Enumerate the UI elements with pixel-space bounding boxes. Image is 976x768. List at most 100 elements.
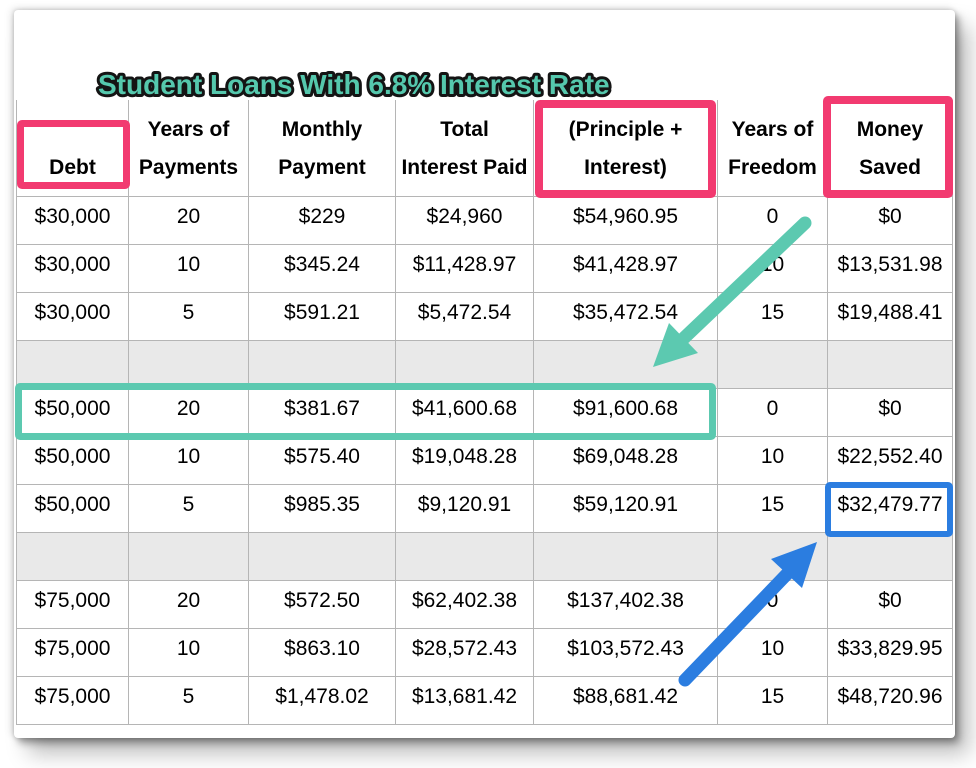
table-cell: 10 (128, 436, 249, 485)
table-cell: 10 (128, 628, 249, 677)
table-cell: 20 (128, 388, 249, 437)
table-cell: $1,478.02 (248, 676, 396, 725)
column-header-money-saved: Money Saved (827, 100, 953, 197)
header-line1 (18, 117, 128, 143)
spacer-cell (16, 532, 129, 581)
table-cell: $75,000 (16, 628, 129, 677)
spacer-cell (717, 532, 828, 581)
loan-table: Debt Years of Payments Monthly Payment T… (16, 100, 953, 725)
header-line1: Years of (731, 118, 814, 141)
header-line1: Monthly (281, 118, 363, 141)
table-cell: $0 (827, 196, 953, 245)
table-cell: $30,000 (16, 196, 129, 245)
table-cell: $91,600.68 (533, 388, 718, 437)
column-header-years-of-payments: Years of Payments (128, 100, 249, 197)
table-cell: 10 (717, 436, 828, 485)
table-cell: 10 (717, 628, 828, 677)
table-row: $30,000 20 $229 $24,960 $54,960.95 0 $0 (16, 196, 953, 245)
table-cell: $33,829.95 (827, 628, 953, 677)
spacer-cell (128, 532, 249, 581)
table-row: $50,000 10 $575.40 $19,048.28 $69,048.28… (16, 436, 953, 485)
table-cell: $50,000 (16, 436, 129, 485)
table-cell: 15 (717, 676, 828, 725)
spacer-cell (16, 340, 129, 389)
table-cell: $59,120.91 (533, 484, 718, 533)
spacer-cell (827, 340, 953, 389)
table-row: $50,000 5 $985.35 $9,120.91 $59,120.91 1… (16, 484, 953, 533)
header-line2: Freedom (728, 156, 817, 179)
header-line2: Interest) (584, 156, 667, 179)
table-cell: 10 (128, 244, 249, 293)
table-cell: $345.24 (248, 244, 396, 293)
table-cell: 0 (717, 196, 828, 245)
spacer-cell (248, 340, 396, 389)
table-cell: $69,048.28 (533, 436, 718, 485)
spacer-cell (395, 532, 534, 581)
table-body: $30,000 20 $229 $24,960 $54,960.95 0 $0 … (16, 196, 953, 725)
table-cell: $381.67 (248, 388, 396, 437)
table-cell: 15 (717, 292, 828, 341)
table-cell: 15 (717, 484, 828, 533)
table-row: $75,000 20 $572.50 $62,402.38 $137,402.3… (16, 580, 953, 629)
table-cell: 5 (128, 292, 249, 341)
table-cell: 10 (717, 244, 828, 293)
table-cell: $24,960 (395, 196, 534, 245)
table-cell: $0 (827, 388, 953, 437)
column-header-debt: Debt (16, 100, 129, 197)
column-header-years-of-freedom: Years of Freedom (717, 100, 828, 197)
table-cell: $28,572.43 (395, 628, 534, 677)
header-line1: Total (440, 118, 489, 141)
table-cell: $54,960.95 (533, 196, 718, 245)
table-header: Debt Years of Payments Monthly Payment T… (16, 100, 953, 197)
header-line2: Payments (138, 156, 239, 179)
header-row: Debt Years of Payments Monthly Payment T… (16, 100, 953, 197)
table-cell: $30,000 (16, 244, 129, 293)
table-cell: $137,402.38 (533, 580, 718, 629)
page-title: Student Loans With 6.8% Interest Rate (98, 69, 610, 100)
table-row-highlighted-teal: $50,000 20 $381.67 $41,600.68 $91,600.68… (16, 388, 953, 437)
table-cell: 5 (128, 484, 249, 533)
table-cell: $863.10 (248, 628, 396, 677)
spacer-cell (395, 340, 534, 389)
table-cell: $62,402.38 (395, 580, 534, 629)
table-row: $30,000 10 $345.24 $11,428.97 $41,428.97… (16, 244, 953, 293)
table-cell: $229 (248, 196, 396, 245)
table-cell: $50,000 (16, 484, 129, 533)
spacer-row (16, 340, 953, 389)
table-cell: $48,720.96 (827, 676, 953, 725)
table-cell: $88,681.42 (533, 676, 718, 725)
spacer-cell (248, 532, 396, 581)
table-cell: $50,000 (16, 388, 129, 437)
table-cell: $985.35 (248, 484, 396, 533)
table-cell: 0 (717, 388, 828, 437)
table-cell: $41,600.68 (395, 388, 534, 437)
table-cell: $13,681.42 (395, 676, 534, 725)
header-line2: Interest Paid (401, 156, 528, 179)
header-line1: (Principle + (568, 118, 683, 141)
table-cell: 5 (128, 676, 249, 725)
column-header-total-interest-paid: Total Interest Paid (395, 100, 534, 197)
table-cell: 20 (128, 580, 249, 629)
table-cell: $572.50 (248, 580, 396, 629)
header-line2: Debt (49, 156, 96, 179)
column-header-monthly-payment: Monthly Payment (248, 100, 396, 197)
table-row: $75,000 5 $1,478.02 $13,681.42 $88,681.4… (16, 676, 953, 725)
header-line1: Money (856, 118, 924, 141)
table-cell: $35,472.54 (533, 292, 718, 341)
table-cell: $11,428.97 (395, 244, 534, 293)
table-cell: $19,048.28 (395, 436, 534, 485)
spacer-cell (827, 532, 953, 581)
table-cell: $591.21 (248, 292, 396, 341)
table-cell: $9,120.91 (395, 484, 534, 533)
header-line2: Payment (278, 156, 366, 179)
header-line2: Saved (859, 156, 921, 179)
column-header-principle-plus-interest: (Principle + Interest) (533, 100, 718, 197)
table-cell: $575.40 (248, 436, 396, 485)
table-cell: 0 (717, 580, 828, 629)
table-cell-highlighted-blue: $32,479.77 (827, 484, 953, 533)
table-cell: $13,531.98 (827, 244, 953, 293)
spacer-cell (717, 340, 828, 389)
spacer-cell (533, 532, 718, 581)
table-cell: $19,488.41 (827, 292, 953, 341)
